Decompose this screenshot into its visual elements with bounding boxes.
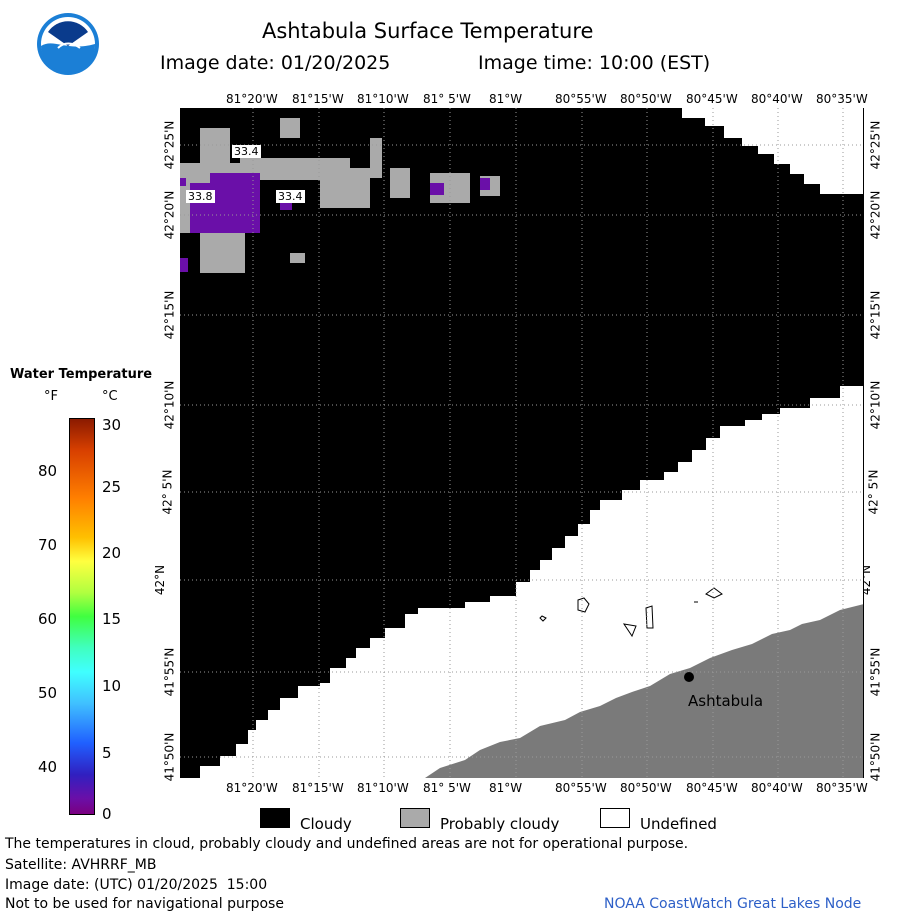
legend-probably-cloudy-label: Probably cloudy [440, 815, 560, 833]
lat-tick-left: 41°55'N [162, 647, 177, 697]
lat-tick-left: 42°20'N [162, 190, 177, 240]
page-title: Ashtabula Surface Temperature [262, 19, 594, 43]
image-time: Image time: 10:00 (EST) [478, 52, 711, 74]
lat-tick-right: 42°25'N [868, 120, 883, 170]
fahrenheit-tick: 70 [38, 536, 58, 554]
sst-map [180, 108, 864, 778]
temp-label: 33.4 [276, 190, 305, 203]
footer-note: The temperatures in cloud, probably clou… [5, 836, 689, 852]
temp-label: 33.8 [186, 190, 215, 203]
lat-tick-right: 42°10'N [868, 380, 883, 430]
footer-nav-warning: Not to be used for navigational purpose [5, 896, 284, 912]
lon-tick-top: 80°50'W [620, 92, 672, 106]
lon-tick-bottom: 81°10'W [357, 781, 409, 795]
lat-tick-right: 41°50'N [868, 732, 883, 782]
celsius-tick: 5 [102, 744, 112, 762]
unit-c: °C [102, 389, 118, 404]
lon-tick-top: 80°55'W [555, 92, 607, 106]
lat-tick-right: 42°15'N [868, 290, 883, 340]
image-date: Image date: 01/20/2025 [160, 52, 391, 74]
lat-tick-left: 42°15'N [162, 290, 177, 340]
celsius-tick: 30 [102, 416, 122, 434]
footer-satellite: Satellite: AVHRRF_MB [5, 857, 157, 873]
lat-tick-left: 41°50'N [162, 732, 177, 782]
legend-probably-cloudy-swatch [400, 808, 430, 828]
lon-tick-bottom: 81° 5'W [423, 781, 471, 795]
legend-cloudy-swatch [260, 808, 290, 828]
lat-tick-right: 42° 5'N [866, 469, 881, 515]
legend-undefined-label: Undefined [640, 815, 717, 833]
colorbar-title: Water Temperature [10, 367, 153, 382]
footer-utc-date: Image date: (UTC) 01/20/2025 15:00 [5, 877, 268, 893]
colorbar [69, 418, 95, 815]
legend-cloudy-label: Cloudy [300, 815, 352, 833]
unit-f: °F [44, 389, 58, 404]
cloud-region [180, 108, 864, 778]
temp-label: 33.4 [232, 145, 261, 158]
lon-tick-top: 81°W [489, 92, 523, 106]
fahrenheit-tick: 80 [38, 462, 58, 480]
lon-tick-top: 81° 5'W [423, 92, 471, 106]
legend-undefined-swatch [600, 808, 630, 828]
lon-tick-bottom: 80°35'W [816, 781, 868, 795]
lon-tick-bottom: 81°20'W [226, 781, 278, 795]
lon-tick-top: 81°15'W [292, 92, 344, 106]
lat-tick-left: 42° 5'N [160, 469, 175, 515]
fahrenheit-tick: 60 [38, 610, 58, 628]
celsius-tick: 15 [102, 610, 122, 628]
land-region [425, 604, 864, 778]
city-label: Ashtabula [688, 692, 764, 710]
lon-tick-bottom: 80°55'W [555, 781, 607, 795]
celsius-tick: 10 [102, 677, 122, 695]
lon-tick-top: 80°35'W [816, 92, 868, 106]
lat-tick-left: 42°10'N [162, 380, 177, 430]
lon-tick-top: 80°40'W [751, 92, 803, 106]
contours [539, 587, 723, 638]
fahrenheit-tick: 50 [38, 684, 58, 702]
lon-tick-bottom: 80°50'W [620, 781, 672, 795]
noaa-logo [36, 12, 100, 76]
lat-tick-left: 42°25'N [162, 120, 177, 170]
lat-tick-left: 42°N [153, 564, 168, 596]
lon-tick-bottom: 80°45'W [686, 781, 738, 795]
lon-tick-top: 81°20'W [226, 92, 278, 106]
fahrenheit-tick: 40 [38, 758, 58, 776]
celsius-tick: 0 [102, 805, 112, 823]
celsius-tick: 20 [102, 544, 122, 562]
lon-tick-bottom: 81°W [489, 781, 523, 795]
lon-tick-top: 81°10'W [357, 92, 409, 106]
lon-tick-bottom: 81°15'W [292, 781, 344, 795]
lat-tick-right: 42°20'N [868, 190, 883, 240]
ashtabula-marker [684, 672, 694, 682]
lat-tick-right: 41°55'N [868, 647, 883, 697]
celsius-tick: 25 [102, 478, 122, 496]
lon-tick-top: 80°45'W [686, 92, 738, 106]
lon-tick-bottom: 80°40'W [751, 781, 803, 795]
footer-credit: NOAA CoastWatch Great Lakes Node [604, 896, 862, 912]
